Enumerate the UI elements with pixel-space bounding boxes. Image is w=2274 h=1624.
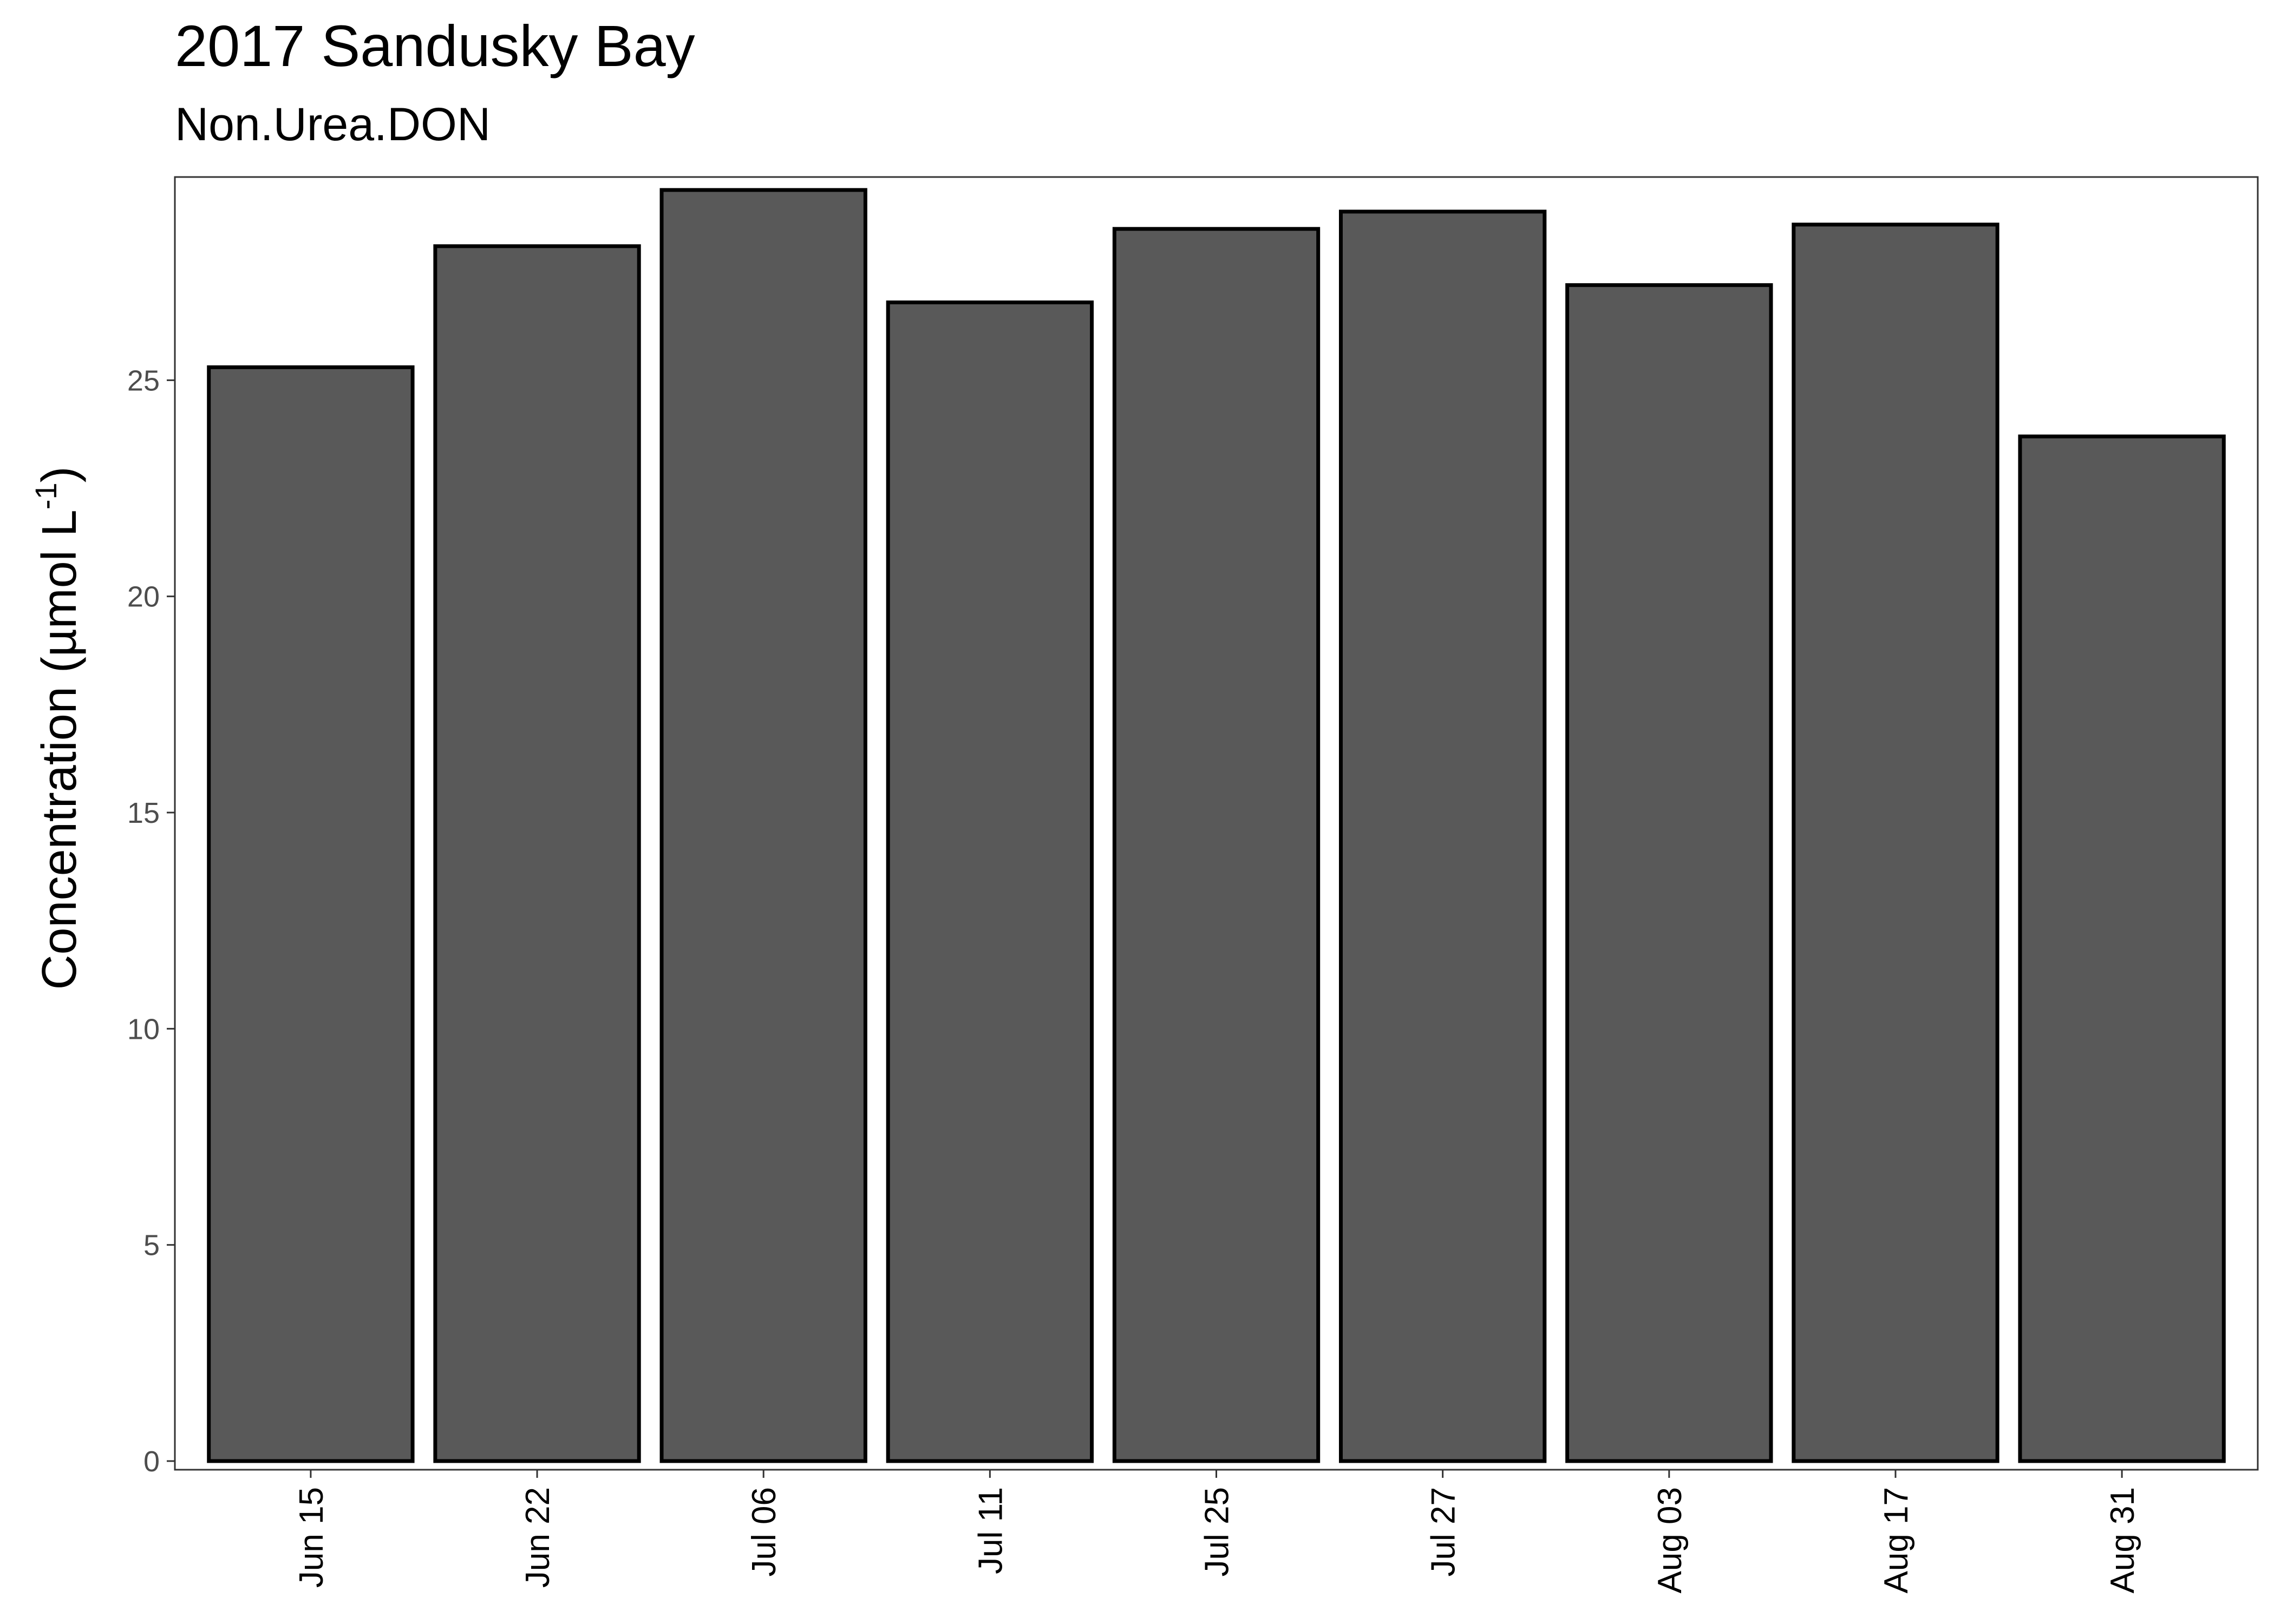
x-tick-label: Jun 22 [519,1487,557,1588]
y-tick-label: 20 [127,581,160,613]
y-tick-label: 5 [143,1229,160,1262]
chart-subtitle: Non.Urea.DON [175,99,491,150]
y-tick-label: 10 [127,1013,160,1045]
x-tick-label: Jul 25 [1199,1487,1236,1576]
y-tick-label: 0 [143,1445,160,1478]
bar-jun-22 [433,244,641,1463]
x-tick-label: Jul 06 [746,1487,783,1576]
bar-jul-06 [659,188,867,1463]
y-tick-label: 15 [127,797,160,829]
svg-text:Concentration (µmol L-1): Concentration (µmol L-1) [29,466,87,990]
chart-title: 2017 Sandusky Bay [175,13,695,78]
y-axis-title-superscript: -1 [29,482,63,509]
y-tick-label: 25 [127,364,160,397]
x-tick-label: Aug 17 [1878,1487,1915,1594]
x-tick-label: Jun 15 [293,1487,330,1588]
y-axis: 0 5 10 15 20 25 [127,364,175,1478]
y-axis-title-close: ) [32,466,87,482]
x-axis: Jun 15 Jun 22 Jul 06 Jul 11 Jul 25 Jul 27 Aug … [293,1470,2141,1594]
bar-aug-03 [1565,283,1773,1463]
x-tick-label: Aug 03 [1651,1487,1689,1594]
bar-jul-25 [1112,227,1321,1463]
bar-aug-31 [2018,434,2226,1463]
bar-jun-15 [207,365,415,1463]
x-tick-label: Jul 27 [1425,1487,1462,1576]
y-axis-title-main: Concentration (µmol L [32,509,87,990]
bars-group [207,188,2226,1463]
bar-aug-17 [1792,222,1999,1463]
bar-jul-27 [1338,209,1547,1463]
y-axis-title: Concentration (µmol L-1) [29,466,87,990]
bar-jul-11 [886,300,1094,1463]
x-tick-label: Aug 31 [2104,1487,2141,1594]
x-tick-label: Jul 11 [972,1487,1009,1574]
